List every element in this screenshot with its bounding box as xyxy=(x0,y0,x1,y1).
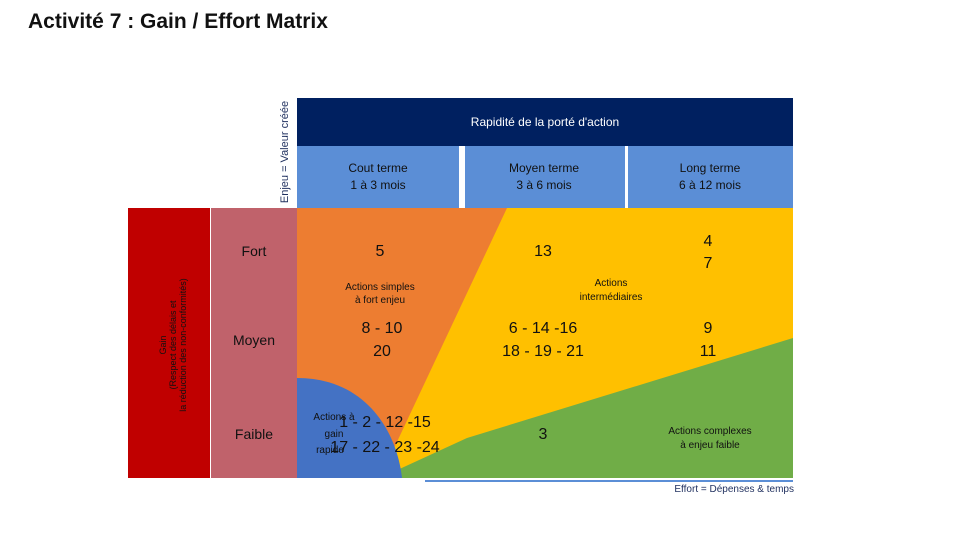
gain-label-line3: la réduction des non-conformités) xyxy=(178,278,188,412)
zone-label-complexes-1: Actions complexes xyxy=(668,426,752,437)
cell-fort-court: 5 xyxy=(375,243,385,260)
column-header-long-line1: Long terme xyxy=(679,161,741,175)
cell-fort-moyen: 13 xyxy=(534,243,552,260)
matrix-header: Rapidité de la porté d'action xyxy=(297,98,793,146)
column-header-court-line2: 1 à 3 mois xyxy=(350,178,406,192)
column-header-moyen-line1: Moyen terme xyxy=(508,161,580,175)
cell-faible-court-2: 17 - 22 - 23 -24 xyxy=(330,439,440,456)
row-label-faible-text: Faible xyxy=(234,426,274,442)
row-label-faible: Faible xyxy=(211,388,297,478)
zone-label-simples-1: Actions simples xyxy=(345,282,415,293)
gain-label-line2: (Respect des délais et xyxy=(168,300,178,390)
column-header-court-line1: Cout terme xyxy=(348,161,408,175)
cell-fort-long-1: 4 xyxy=(703,233,713,250)
column-separator xyxy=(463,146,465,208)
cell-faible-court-1: 1 - 2 - 12 -15 xyxy=(339,414,431,431)
cell-moyen-court-1: 8 - 10 xyxy=(361,320,403,337)
column-header-court: Cout terme 1 à 3 mois xyxy=(297,146,459,208)
zone-complexes xyxy=(380,338,793,478)
column-header-moyen: Moyen terme 3 à 6 mois xyxy=(463,146,625,208)
page-title: Activité 7 : Gain / Effort Matrix xyxy=(28,10,328,33)
cell-moyen-long-2: 11 xyxy=(699,343,717,360)
cell-faible-moyen: 3 xyxy=(538,426,548,443)
zone-label-intermediaires-1: Actions xyxy=(594,278,628,289)
zone-gain-rapide xyxy=(297,378,402,478)
matrix-header-text: Rapidité de la porté d'action xyxy=(470,115,620,129)
column-header-moyen-line2: 3 à 6 mois xyxy=(516,178,572,192)
matrix-zones xyxy=(297,208,793,478)
zone-label-complexes-2: à enjeu faible xyxy=(680,440,740,451)
column-separator xyxy=(626,146,628,208)
zone-label-simples-2: à fort enjeu xyxy=(354,295,406,306)
cell-fort-long-2: 7 xyxy=(703,255,713,272)
row-label-moyen: Moyen xyxy=(211,298,297,388)
column-header-long-line2: 6 à 12 mois xyxy=(678,178,742,192)
row-label-fort: Fort xyxy=(211,208,297,298)
y-axis-title: Enjeu = Valeur créée xyxy=(279,100,291,204)
zone-label-rapide-3: rapide xyxy=(316,445,344,456)
cell-moyen-moyen-1: 6 - 14 -16 xyxy=(508,320,578,337)
x-axis-label: Effort = Dépenses & temps xyxy=(674,484,794,495)
cell-moyen-court-2: 20 xyxy=(373,343,391,360)
gain-axis-bar xyxy=(128,208,210,478)
gain-label-line1: Gain xyxy=(158,335,168,355)
cell-moyen-long-1: 9 xyxy=(703,320,713,337)
x-axis-line xyxy=(425,480,793,482)
zone-label-rapide-1: Actions à xyxy=(313,412,355,423)
zone-label-intermediaires-2: intermédiaires xyxy=(579,292,643,303)
column-header-long: Long terme 6 à 12 mois xyxy=(627,146,793,208)
gain-axis-label: Gain (Respect des délais et la réduction… xyxy=(158,215,188,475)
row-label-fort-text: Fort xyxy=(241,243,267,259)
row-label-moyen-text: Moyen xyxy=(232,332,276,348)
zone-label-rapide-2: gain xyxy=(324,429,344,440)
cell-moyen-moyen-2: 18 - 19 - 21 xyxy=(502,343,584,360)
